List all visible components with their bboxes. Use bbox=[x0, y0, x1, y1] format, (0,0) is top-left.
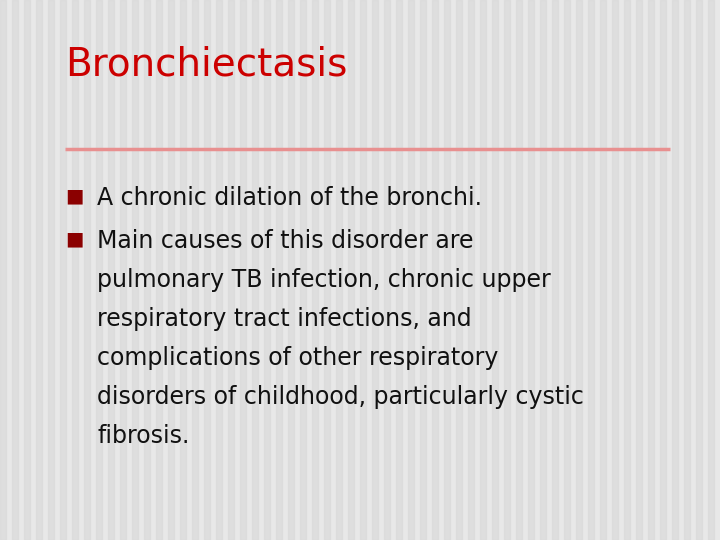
Bar bbox=[600, 0, 606, 540]
Text: A chronic dilation of the bronchi.: A chronic dilation of the bronchi. bbox=[97, 186, 482, 210]
Bar bbox=[636, 0, 642, 540]
Bar bbox=[264, 0, 270, 540]
Bar bbox=[660, 0, 666, 540]
Bar bbox=[504, 0, 510, 540]
Bar bbox=[576, 0, 582, 540]
Bar bbox=[108, 0, 114, 540]
Bar bbox=[252, 0, 258, 540]
Bar bbox=[528, 0, 534, 540]
Bar bbox=[420, 0, 426, 540]
Bar bbox=[168, 0, 174, 540]
Bar bbox=[156, 0, 162, 540]
Bar bbox=[300, 0, 306, 540]
Bar bbox=[456, 0, 462, 540]
Bar bbox=[324, 0, 330, 540]
Bar bbox=[0, 0, 6, 540]
Bar bbox=[624, 0, 630, 540]
Bar bbox=[396, 0, 402, 540]
Bar bbox=[216, 0, 222, 540]
Bar bbox=[96, 0, 102, 540]
Bar bbox=[696, 0, 702, 540]
Bar bbox=[204, 0, 210, 540]
Bar bbox=[684, 0, 690, 540]
Bar bbox=[612, 0, 618, 540]
Bar bbox=[180, 0, 186, 540]
Bar bbox=[120, 0, 126, 540]
Bar bbox=[192, 0, 198, 540]
Bar bbox=[144, 0, 150, 540]
Bar bbox=[552, 0, 558, 540]
Bar bbox=[288, 0, 294, 540]
Bar bbox=[276, 0, 282, 540]
Text: ■: ■ bbox=[65, 186, 84, 205]
Bar bbox=[348, 0, 354, 540]
Bar bbox=[360, 0, 366, 540]
Bar bbox=[72, 0, 78, 540]
Bar bbox=[240, 0, 246, 540]
Bar bbox=[564, 0, 570, 540]
Text: complications of other respiratory: complications of other respiratory bbox=[97, 346, 498, 370]
Bar bbox=[588, 0, 594, 540]
Bar bbox=[516, 0, 522, 540]
Bar bbox=[24, 0, 30, 540]
Bar bbox=[444, 0, 450, 540]
Bar bbox=[228, 0, 234, 540]
Bar bbox=[468, 0, 474, 540]
Bar bbox=[372, 0, 378, 540]
Bar bbox=[492, 0, 498, 540]
Bar bbox=[36, 0, 42, 540]
Bar bbox=[708, 0, 714, 540]
Bar bbox=[540, 0, 546, 540]
Bar bbox=[432, 0, 438, 540]
Bar bbox=[480, 0, 486, 540]
Bar bbox=[48, 0, 54, 540]
Text: ■: ■ bbox=[65, 230, 84, 248]
Text: fibrosis.: fibrosis. bbox=[97, 424, 189, 448]
Bar bbox=[132, 0, 138, 540]
Text: respiratory tract infections, and: respiratory tract infections, and bbox=[97, 307, 472, 331]
Bar bbox=[648, 0, 654, 540]
Text: pulmonary TB infection, chronic upper: pulmonary TB infection, chronic upper bbox=[97, 268, 551, 292]
Text: Bronchiectasis: Bronchiectasis bbox=[65, 46, 347, 84]
Bar bbox=[408, 0, 414, 540]
Bar bbox=[84, 0, 90, 540]
Text: disorders of childhood, particularly cystic: disorders of childhood, particularly cys… bbox=[97, 385, 584, 409]
Bar bbox=[672, 0, 678, 540]
Text: Main causes of this disorder are: Main causes of this disorder are bbox=[97, 230, 474, 253]
Bar bbox=[60, 0, 66, 540]
Bar bbox=[384, 0, 390, 540]
Bar bbox=[336, 0, 342, 540]
Bar bbox=[12, 0, 18, 540]
Bar bbox=[312, 0, 318, 540]
